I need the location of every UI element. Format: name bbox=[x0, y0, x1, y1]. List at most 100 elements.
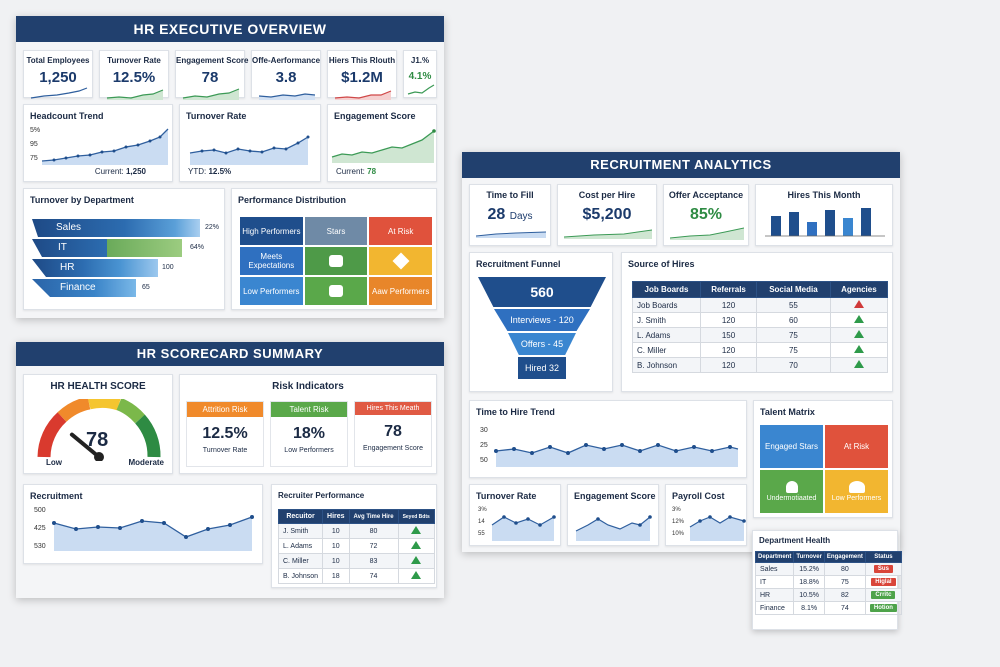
risk-indicators-card[interactable]: Risk Indicators Attrition Risk 12.5% Tur… bbox=[179, 374, 437, 474]
perf-cell-stars[interactable]: Stars bbox=[304, 217, 368, 245]
turnover-by-dept-card[interactable]: Turnover by Department Sales 22% IT 64% … bbox=[23, 188, 225, 310]
mini-payroll-card[interactable]: Payroll Cost 3% 12% 10% bbox=[665, 484, 747, 546]
kpi-performance[interactable]: Offe-Aerformance 3.8 bbox=[251, 50, 321, 100]
dept-row-sales[interactable]: Sales 22% bbox=[32, 219, 222, 237]
cell: 18 bbox=[322, 568, 350, 584]
recruitment-card[interactable]: Recruitment 500 425 530 bbox=[23, 484, 263, 564]
talent-label: Undermotiaated bbox=[766, 495, 817, 502]
headcount-trend-card[interactable]: Headcount Trend 5% 95 75 Current: 1,250 bbox=[23, 104, 173, 182]
recruitment-funnel-card[interactable]: Recruitment Funnel 560 Interviews - 120 … bbox=[469, 252, 613, 392]
kpi-extra[interactable]: J1.% 4.1% bbox=[403, 50, 437, 98]
funnel-stage-hired[interactable]: Hired 32 bbox=[518, 357, 566, 379]
col-header[interactable]: Status bbox=[864, 551, 902, 563]
kpi-engagement-score[interactable]: Engagement Score 78 bbox=[175, 50, 248, 100]
perf-cell-mid[interactable] bbox=[304, 247, 368, 275]
col-header[interactable]: Referrals bbox=[700, 281, 758, 298]
perf-label: Aaw Performers bbox=[371, 286, 430, 296]
perf-cell-aaw[interactable]: Aaw Performers bbox=[369, 277, 432, 305]
perf-cell-low-mid[interactable] bbox=[304, 277, 368, 305]
funnel-stage-applicants[interactable]: 560 bbox=[478, 277, 606, 307]
recruiter-table: Recuitor Hires Avg Time Hire Seyed Bdts … bbox=[277, 509, 435, 584]
talent-matrix-card[interactable]: Talent Matrix Engaged Stars At Risk Unde… bbox=[753, 400, 893, 518]
source-of-hires-card[interactable]: Source of Hires Job Boards Referrals Soc… bbox=[621, 252, 893, 392]
col-header[interactable]: Recuitor bbox=[277, 509, 324, 524]
col-header[interactable]: Job Boards bbox=[631, 281, 702, 298]
talent-cell-low[interactable]: Low Performers bbox=[825, 470, 888, 513]
risk-item-attrition[interactable]: Attrition Risk 12.5% Turnover Rate bbox=[186, 401, 264, 467]
col-header[interactable]: Social Media bbox=[756, 281, 831, 298]
cell bbox=[397, 568, 435, 584]
cell: L. Adams bbox=[277, 538, 324, 554]
cell: 120 bbox=[700, 342, 758, 358]
status-badge: Higlal bbox=[871, 578, 896, 586]
perf-cell-at-risk[interactable]: At Risk bbox=[369, 217, 432, 245]
table-row[interactable]: C. Miller 10 83 bbox=[277, 553, 435, 569]
table-row[interactable]: L. Adams 10 72 bbox=[277, 538, 435, 554]
kpi-hires-this-month[interactable]: Hiers This Rlouth $1.2M bbox=[327, 50, 397, 100]
table-row[interactable]: Finance 8.1% 74 Hotion bbox=[754, 601, 902, 615]
health-score-card[interactable]: HR HEALTH SCORE 78 Low Moderate bbox=[23, 374, 173, 474]
perf-cell-low[interactable]: Low Performers bbox=[240, 277, 303, 305]
col-header[interactable]: Agencies bbox=[829, 281, 889, 298]
cell bbox=[829, 342, 889, 358]
dept-row-hr[interactable]: HR 100 bbox=[32, 259, 222, 277]
talent-cell-at-risk[interactable]: At Risk bbox=[825, 425, 888, 468]
risk-item-talent[interactable]: Talent Risk 18% Low Performers bbox=[270, 401, 348, 467]
footer-value: 1,250 bbox=[125, 167, 146, 176]
col-header[interactable]: Avg Time Hire bbox=[348, 509, 399, 524]
kpi-sparkline bbox=[182, 88, 240, 100]
kpi-hires-this-month[interactable]: Hires This Month bbox=[755, 184, 893, 246]
funnel-stage-interviews[interactable]: Interviews - 120 bbox=[494, 309, 590, 331]
kpi-cost-per-hire[interactable]: Cost per Hire $5,200 bbox=[557, 184, 657, 246]
recruiter-performance-card[interactable]: Recruiter Performance Recuitor Hires Avg… bbox=[271, 484, 437, 588]
funnel-stage-offers[interactable]: Offers - 45 bbox=[508, 333, 576, 355]
trend-up-icon bbox=[411, 571, 422, 579]
time-to-hire-trend-card[interactable]: Time to Hire Trend 30 25 50 bbox=[469, 400, 747, 478]
table-row[interactable]: C. Miller 120 75 bbox=[631, 342, 889, 358]
table-row[interactable]: IT 18.8% 75 Higlal bbox=[754, 575, 902, 589]
mini-turnover-card[interactable]: Turnover Rate 3% 14 55 bbox=[469, 484, 561, 546]
kpi-sparkline bbox=[258, 93, 316, 100]
kpi-sparkline bbox=[670, 227, 744, 240]
perf-cell-high[interactable]: High Performers bbox=[240, 217, 303, 245]
table-row[interactable]: HR 10.5% 82 Crritc bbox=[754, 588, 902, 602]
perf-cell-meets[interactable]: Meets Expectations bbox=[240, 247, 303, 275]
axis-tick: 530 bbox=[34, 543, 46, 550]
cell: 75 bbox=[823, 575, 866, 589]
col-header[interactable]: Hires bbox=[322, 509, 350, 524]
table-row[interactable]: L. Adams 150 75 bbox=[631, 327, 889, 343]
col-header[interactable]: Turnover bbox=[793, 551, 825, 563]
talent-cell-under[interactable]: Undermotiaated bbox=[760, 470, 823, 513]
cell: 10 bbox=[322, 523, 350, 539]
department-health-card[interactable]: Department Health Department Turnover En… bbox=[752, 530, 902, 630]
table-row[interactable]: Job Boards 120 55 bbox=[631, 297, 889, 313]
axis-tick: 425 bbox=[34, 525, 46, 532]
col-header[interactable]: Seyed Bdts bbox=[397, 509, 435, 524]
trend-up-icon bbox=[853, 315, 864, 323]
table-row[interactable]: B. Johnson 18 74 bbox=[277, 568, 435, 584]
table-row[interactable]: B. Johnson 120 70 bbox=[631, 357, 889, 373]
col-header[interactable]: Engagement bbox=[823, 551, 866, 563]
kpi-total-employees[interactable]: Total Employees 1,250 bbox=[23, 50, 93, 99]
table-row[interactable]: J. Smith 10 80 bbox=[277, 523, 435, 539]
trend-up-icon bbox=[411, 556, 422, 564]
turnover-rate-card[interactable]: Turnover Rate YTD: 12.5% bbox=[179, 104, 321, 182]
dept-row-it[interactable]: IT 64% bbox=[32, 239, 222, 257]
risk-item-hires[interactable]: Hires This Meath 78 Engagement Score bbox=[354, 401, 432, 467]
cell: C. Miller bbox=[631, 342, 702, 358]
col-header[interactable]: Department bbox=[754, 551, 795, 563]
kpi-turnover-rate[interactable]: Turnover Rate 12.5% bbox=[99, 50, 169, 100]
engagement-score-card[interactable]: Engagement Score Current: 78 bbox=[327, 104, 437, 182]
table-row[interactable]: Sales 15.2% 80 Sus bbox=[754, 562, 902, 576]
performance-distribution-card[interactable]: Performance Distribution High Performers… bbox=[231, 188, 437, 310]
kpi-time-to-fill[interactable]: Time to Fill 28 Days bbox=[469, 184, 551, 246]
table-row[interactable]: J. Smith 120 60 bbox=[631, 312, 889, 328]
talent-cell-engaged[interactable]: Engaged Stars bbox=[760, 425, 823, 468]
mini-engagement-card[interactable]: Engagement Score bbox=[567, 484, 659, 546]
kpi-offer-acceptance[interactable]: Offer Acceptance 85% bbox=[663, 184, 749, 246]
perf-cell-mid-right[interactable] bbox=[369, 247, 432, 275]
gauge-high-label: Moderate bbox=[128, 458, 164, 467]
trend-up-icon bbox=[411, 541, 422, 549]
perf-label: Low Performers bbox=[243, 286, 300, 296]
dept-row-finance[interactable]: Finance 65 bbox=[32, 279, 222, 297]
